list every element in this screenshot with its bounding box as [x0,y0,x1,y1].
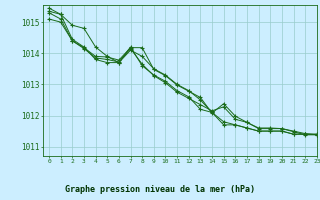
Text: Graphe pression niveau de la mer (hPa): Graphe pression niveau de la mer (hPa) [65,185,255,194]
